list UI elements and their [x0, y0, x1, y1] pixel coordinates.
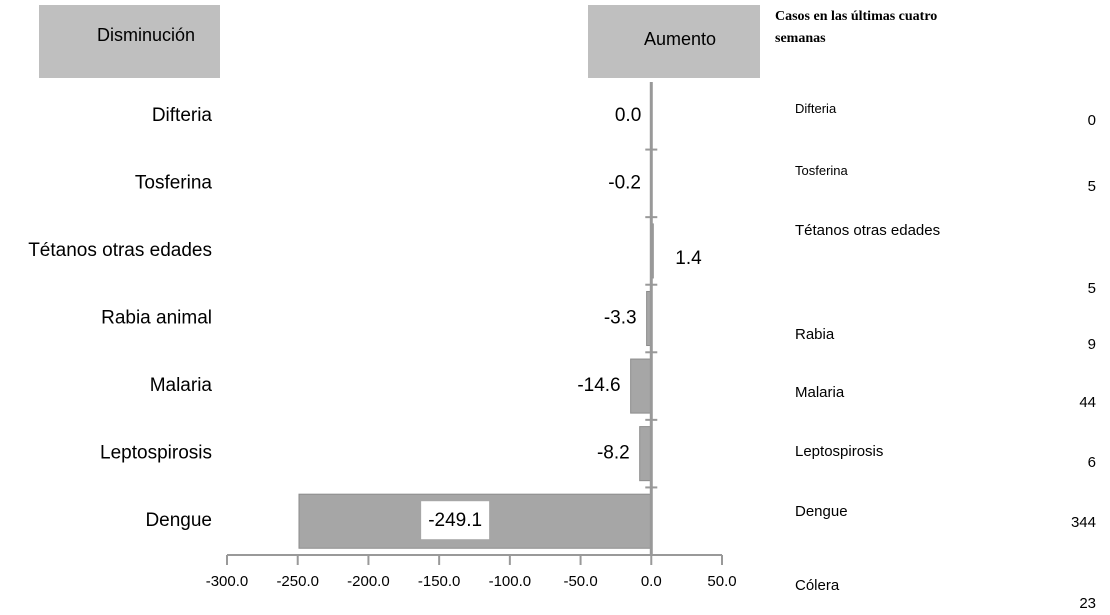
- category-label: Tosferina: [135, 172, 213, 193]
- table-name: Cólera: [795, 577, 840, 594]
- table-name: Rabia: [795, 326, 835, 343]
- value-label: -0.2: [608, 172, 641, 193]
- x-tick-label: 0.0: [641, 573, 662, 590]
- value-label: 1.4: [675, 248, 702, 269]
- category-label: Leptospirosis: [100, 443, 212, 464]
- table-count: 6: [1087, 454, 1096, 471]
- value-label: 0.0: [615, 105, 641, 126]
- value-label-box: [421, 501, 490, 540]
- x-tick-label: -150.0: [418, 573, 461, 590]
- value-label: -14.6: [577, 375, 620, 396]
- value-label: -8.2: [597, 443, 630, 464]
- header-box: [588, 5, 760, 78]
- table-name: Tétanos otras edades: [795, 222, 941, 239]
- left-header: Disminución: [97, 25, 195, 45]
- table-count: 9: [1087, 336, 1096, 353]
- table-count: 44: [1079, 394, 1096, 411]
- table-count: 5: [1087, 178, 1096, 195]
- category-label: Dengue: [145, 510, 212, 531]
- table-count: 0: [1087, 112, 1096, 129]
- x-tick-label: -50.0: [563, 573, 597, 590]
- bar: [630, 358, 652, 414]
- value-label: -3.3: [604, 308, 637, 329]
- header-box: [39, 5, 220, 78]
- table-name: Dengue: [795, 503, 848, 520]
- chart: Disminución Aumento -300.0 -250.0 -200.0 -1…: [28, 5, 760, 590]
- table-header: Casos en las últimas cuatro semanas: [775, 9, 938, 46]
- x-tick-label: 50.0: [707, 573, 736, 590]
- category-label: Tétanos otras edades: [28, 240, 212, 261]
- right-header: Aumento: [644, 29, 716, 49]
- category-label: Malaria: [150, 375, 213, 396]
- value-label: -249.1: [428, 510, 482, 531]
- table-count: 23: [1079, 595, 1096, 612]
- x-tick-label: -100.0: [489, 573, 532, 590]
- table-name: Difteria: [795, 101, 837, 116]
- category-label: Rabia animal: [101, 308, 212, 329]
- bar: [639, 426, 652, 482]
- x-tick-label: -200.0: [347, 573, 390, 590]
- table-name: Leptospirosis: [795, 443, 884, 460]
- table-count: 5: [1087, 280, 1096, 297]
- x-tick-label: -250.0: [276, 573, 319, 590]
- x-tick-label: -300.0: [206, 573, 249, 590]
- table-name: Tosferina: [795, 163, 848, 178]
- table-name: Malaria: [795, 384, 845, 401]
- table-count: 344: [1070, 514, 1096, 531]
- category-label: Difteria: [152, 105, 213, 126]
